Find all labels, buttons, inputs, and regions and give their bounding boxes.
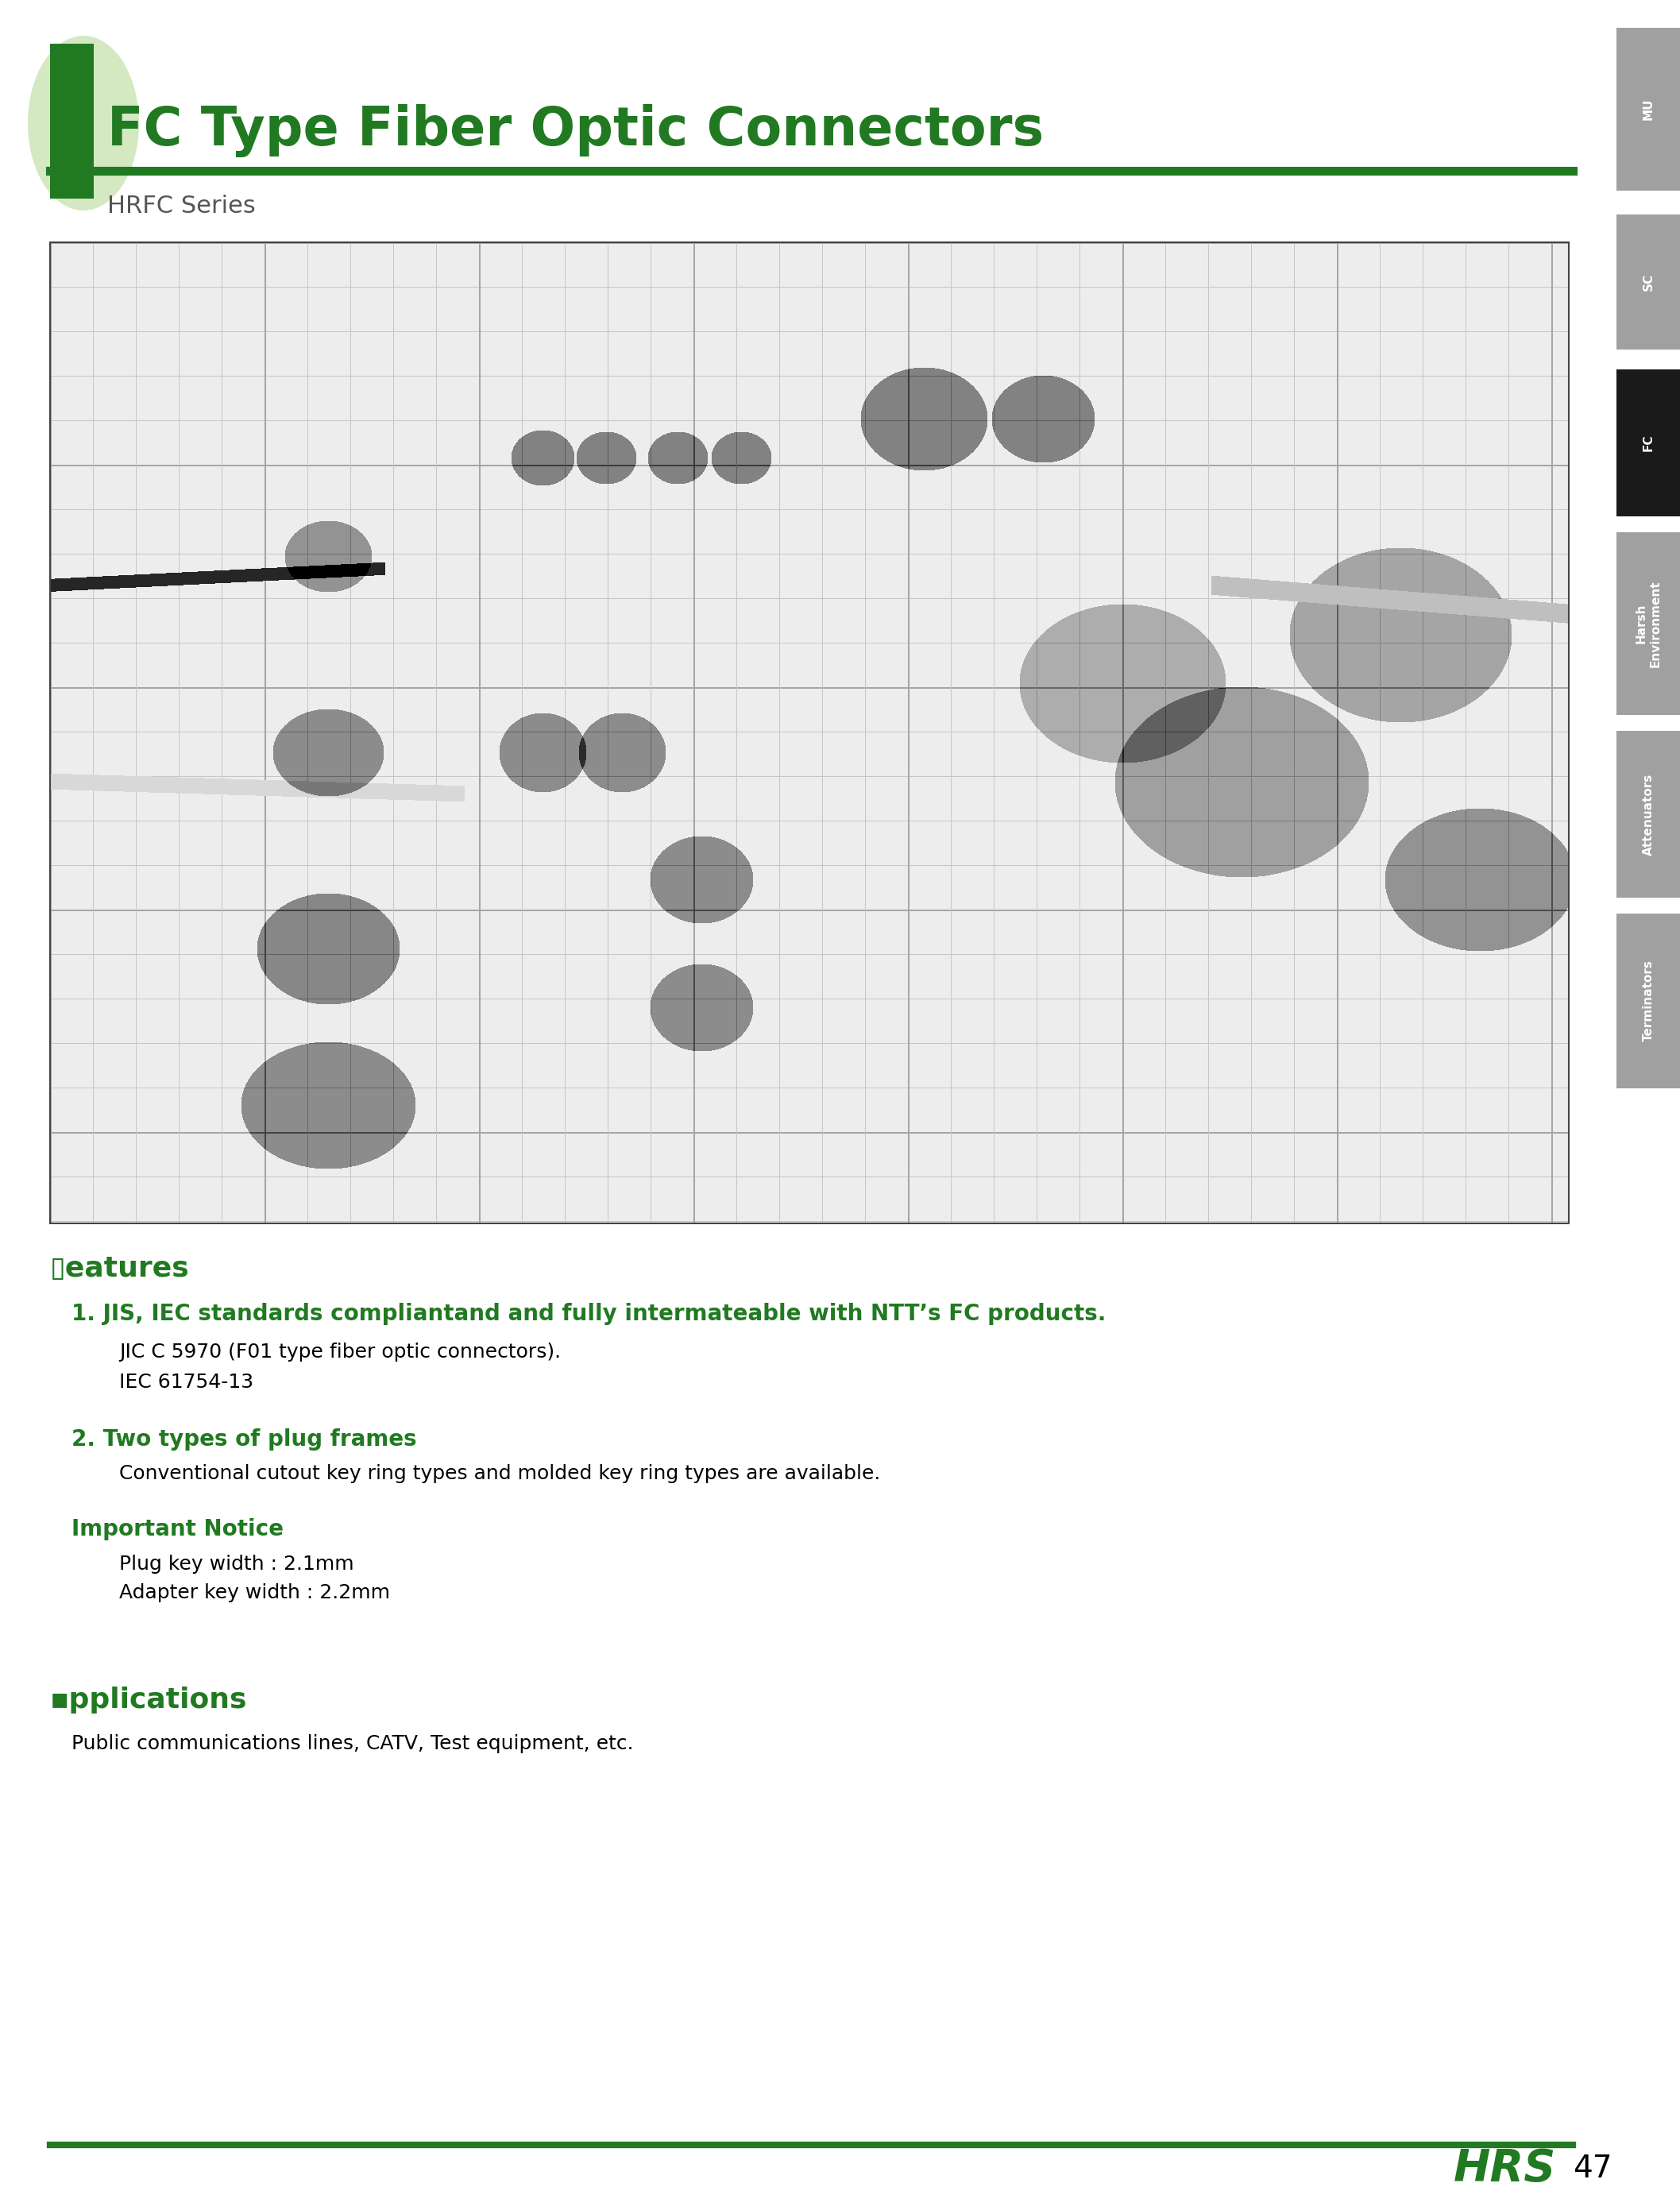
Text: 2. Two types of plug frames: 2. Two types of plug frames: [72, 1428, 417, 1450]
Bar: [1616, 370, 1680, 516]
Text: 47: 47: [1572, 2154, 1613, 2185]
Bar: [1616, 28, 1680, 190]
Bar: [50, 243, 1569, 1223]
Text: Important Notice: Important Notice: [72, 1518, 284, 1540]
Text: FC: FC: [1643, 435, 1655, 451]
Text: IEC 61754-13: IEC 61754-13: [119, 1373, 254, 1391]
Text: Adapter key width : 2.2mm: Adapter key width : 2.2mm: [119, 1583, 390, 1603]
Bar: [1616, 214, 1680, 350]
Bar: [1616, 531, 1680, 715]
Bar: [50, 44, 94, 199]
Text: Attenuators: Attenuators: [1643, 774, 1655, 855]
Bar: [1616, 730, 1680, 897]
Text: Terminators: Terminators: [1643, 960, 1655, 1041]
Text: ▪pplications: ▪pplications: [50, 1686, 247, 1715]
Text: JIC C 5970 (F01 type fiber optic connectors).: JIC C 5970 (F01 type fiber optic connect…: [119, 1343, 561, 1363]
Text: Plug key width : 2.1mm: Plug key width : 2.1mm: [119, 1555, 354, 1575]
Text: MU: MU: [1643, 98, 1655, 120]
Ellipse shape: [29, 35, 139, 210]
Text: ▯eatures: ▯eatures: [50, 1255, 190, 1282]
Text: FC Type Fiber Optic Connectors: FC Type Fiber Optic Connectors: [108, 105, 1043, 157]
Text: Harsh
Environment: Harsh Environment: [1635, 580, 1662, 667]
Text: Conventional cutout key ring types and molded key ring types are available.: Conventional cutout key ring types and m…: [119, 1463, 880, 1483]
Bar: [1616, 914, 1680, 1089]
Text: HRS: HRS: [1453, 2148, 1556, 2187]
Text: SC: SC: [1643, 273, 1655, 291]
Text: HRFC Series: HRFC Series: [108, 195, 255, 219]
Text: Public communications lines, CATV, Test equipment, etc.: Public communications lines, CATV, Test …: [72, 1734, 633, 1754]
Text: 1. JIS, IEC standards compliantand and fully intermateable with NTT’s FC product: 1. JIS, IEC standards compliantand and f…: [72, 1303, 1105, 1325]
